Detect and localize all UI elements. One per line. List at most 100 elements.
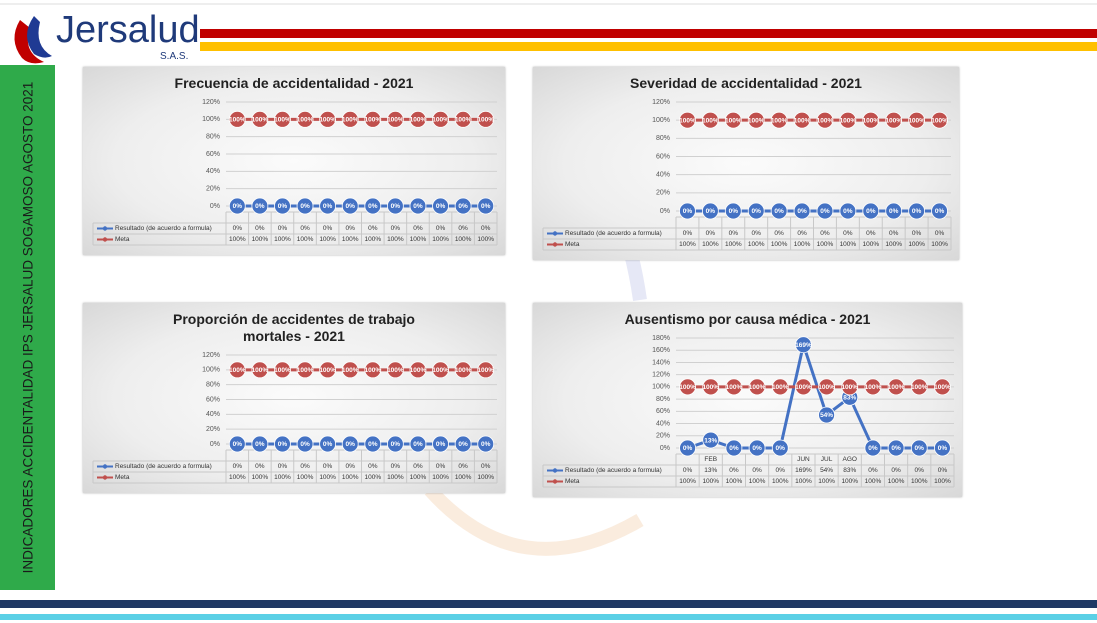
point [770,202,788,220]
data-label: 0% [683,208,693,215]
table-value: 0% [752,230,762,237]
table-value: 100% [817,241,834,248]
point [386,435,404,453]
table-value: 13% [704,467,717,474]
point [409,110,427,128]
legend-label: Meta [115,236,130,243]
table-value: 0% [278,463,288,470]
data-label: 100% [477,117,494,124]
point [770,111,788,129]
point [679,378,696,396]
data-label: 0% [346,203,356,210]
table-value: 100% [229,236,246,243]
y-tick-label: 180% [652,335,670,342]
data-label: 100% [274,117,291,124]
data-label: 0% [278,203,288,210]
point [931,111,948,129]
point [386,361,404,379]
y-tick-label: 100% [652,117,670,124]
point [228,110,246,128]
legend-label: Resultado (de acuerdo a formula) [565,467,662,474]
legend-label: Meta [565,478,580,485]
data-label: 0% [797,208,807,215]
table-value: 100% [387,474,404,481]
table-value: 0% [346,463,356,470]
point [795,336,812,354]
point [771,439,789,457]
table-value: 0% [912,230,922,237]
table-value: 100% [702,241,719,248]
point [701,111,719,129]
point [816,202,834,220]
table-value: 0% [413,463,423,470]
data-label: 100% [387,117,404,124]
chart-svg: 0% 20% 40% 60% 80% 100% 120% 140% 160% 180% FEB JUN… [542,335,955,488]
table-value: 0% [436,463,446,470]
y-tick-label: 120% [652,372,670,379]
table-value: 100% [679,241,696,248]
data-label: 0% [776,445,786,452]
table-value: 100% [725,241,742,248]
data-label: 100% [319,367,336,374]
table-value: 100% [319,474,336,481]
table-value: 0% [843,230,853,237]
data-label: 0% [868,445,878,452]
chart: 0% 20% 40% 60% 80% 100% 120% Resultado (de acue… [533,67,959,260]
table-value: 0% [706,230,716,237]
table-value: 0% [889,230,899,237]
yellow-stripe [200,42,1097,51]
point [364,435,382,453]
table-value: 0% [458,463,468,470]
data-label: 100% [934,384,951,391]
table-value: 0% [481,225,491,232]
point [887,378,905,396]
data-label: 100% [342,367,359,374]
table-value: 0% [938,467,948,474]
data-label: 0% [458,203,468,210]
data-label: 0% [915,445,925,452]
legend-marker [552,242,558,247]
point [319,110,337,128]
data-label: 0% [346,441,356,448]
data-label: 100% [387,367,404,374]
point [908,202,926,220]
point [296,435,314,453]
table-value: 0% [368,225,378,232]
y-tick-label: 80% [656,135,670,142]
data-label: 100% [342,117,359,124]
logo-swoosh [27,16,52,58]
data-label: 100% [702,117,719,124]
table-value: 100% [771,241,788,248]
chart-title: Severidad de accidentalidad - 2021 [630,75,862,91]
point [887,439,905,457]
point [251,197,269,215]
point [724,202,742,220]
point [771,378,789,396]
data-label: 100% [794,117,811,124]
y-tick-label: 0% [660,445,670,452]
chart-svg: 0% 20% 40% 60% 80% 100% 120% Resultado (de acue… [92,99,498,246]
data-label: 100% [432,117,449,124]
table-value: 100% [885,241,902,248]
table-value: 100% [726,478,743,485]
table-value: 0% [323,225,333,232]
point [793,202,811,220]
point [228,361,246,379]
sidebar: INDICADORES ACCIDENTALIDAD IPS JERSALUD … [0,65,55,590]
legend-label: Meta [115,474,130,481]
data-label: 100% [817,117,834,124]
data-label: 100% [725,117,742,124]
point [386,197,404,215]
y-tick-label: 60% [656,153,670,160]
point [724,111,742,129]
data-label: 100% [772,384,789,391]
y-tick-label: 0% [210,203,220,210]
point [748,439,766,457]
point [251,110,269,128]
table-value: 0% [300,225,310,232]
table-value: 0% [233,225,243,232]
point [931,202,948,220]
point [747,111,765,129]
table-value: 0% [683,230,693,237]
table-value: 100% [794,241,811,248]
